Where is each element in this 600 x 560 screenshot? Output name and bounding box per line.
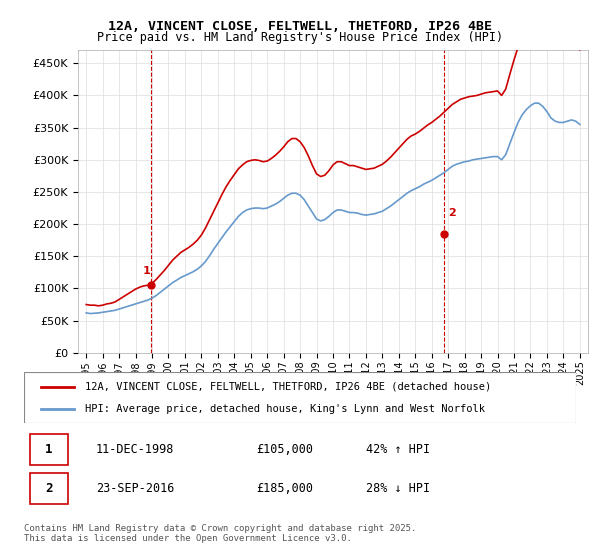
FancyBboxPatch shape (29, 434, 68, 465)
Text: Price paid vs. HM Land Registry's House Price Index (HPI): Price paid vs. HM Land Registry's House … (97, 31, 503, 44)
Text: 42% ↑ HPI: 42% ↑ HPI (366, 443, 430, 456)
FancyBboxPatch shape (29, 473, 68, 504)
Text: 12A, VINCENT CLOSE, FELTWELL, THETFORD, IP26 4BE: 12A, VINCENT CLOSE, FELTWELL, THETFORD, … (108, 20, 492, 32)
Text: 2: 2 (45, 482, 53, 495)
Text: £105,000: £105,000 (256, 443, 313, 456)
Text: 1: 1 (45, 443, 53, 456)
Text: 12A, VINCENT CLOSE, FELTWELL, THETFORD, IP26 4BE (detached house): 12A, VINCENT CLOSE, FELTWELL, THETFORD, … (85, 381, 491, 391)
Text: 2: 2 (448, 208, 456, 218)
Text: Contains HM Land Registry data © Crown copyright and database right 2025.
This d: Contains HM Land Registry data © Crown c… (24, 524, 416, 543)
Text: 23-SEP-2016: 23-SEP-2016 (96, 482, 174, 495)
Text: 28% ↓ HPI: 28% ↓ HPI (366, 482, 430, 495)
Text: HPI: Average price, detached house, King's Lynn and West Norfolk: HPI: Average price, detached house, King… (85, 404, 485, 414)
Text: 11-DEC-1998: 11-DEC-1998 (96, 443, 174, 456)
Text: 1: 1 (142, 265, 150, 276)
Text: £185,000: £185,000 (256, 482, 313, 495)
